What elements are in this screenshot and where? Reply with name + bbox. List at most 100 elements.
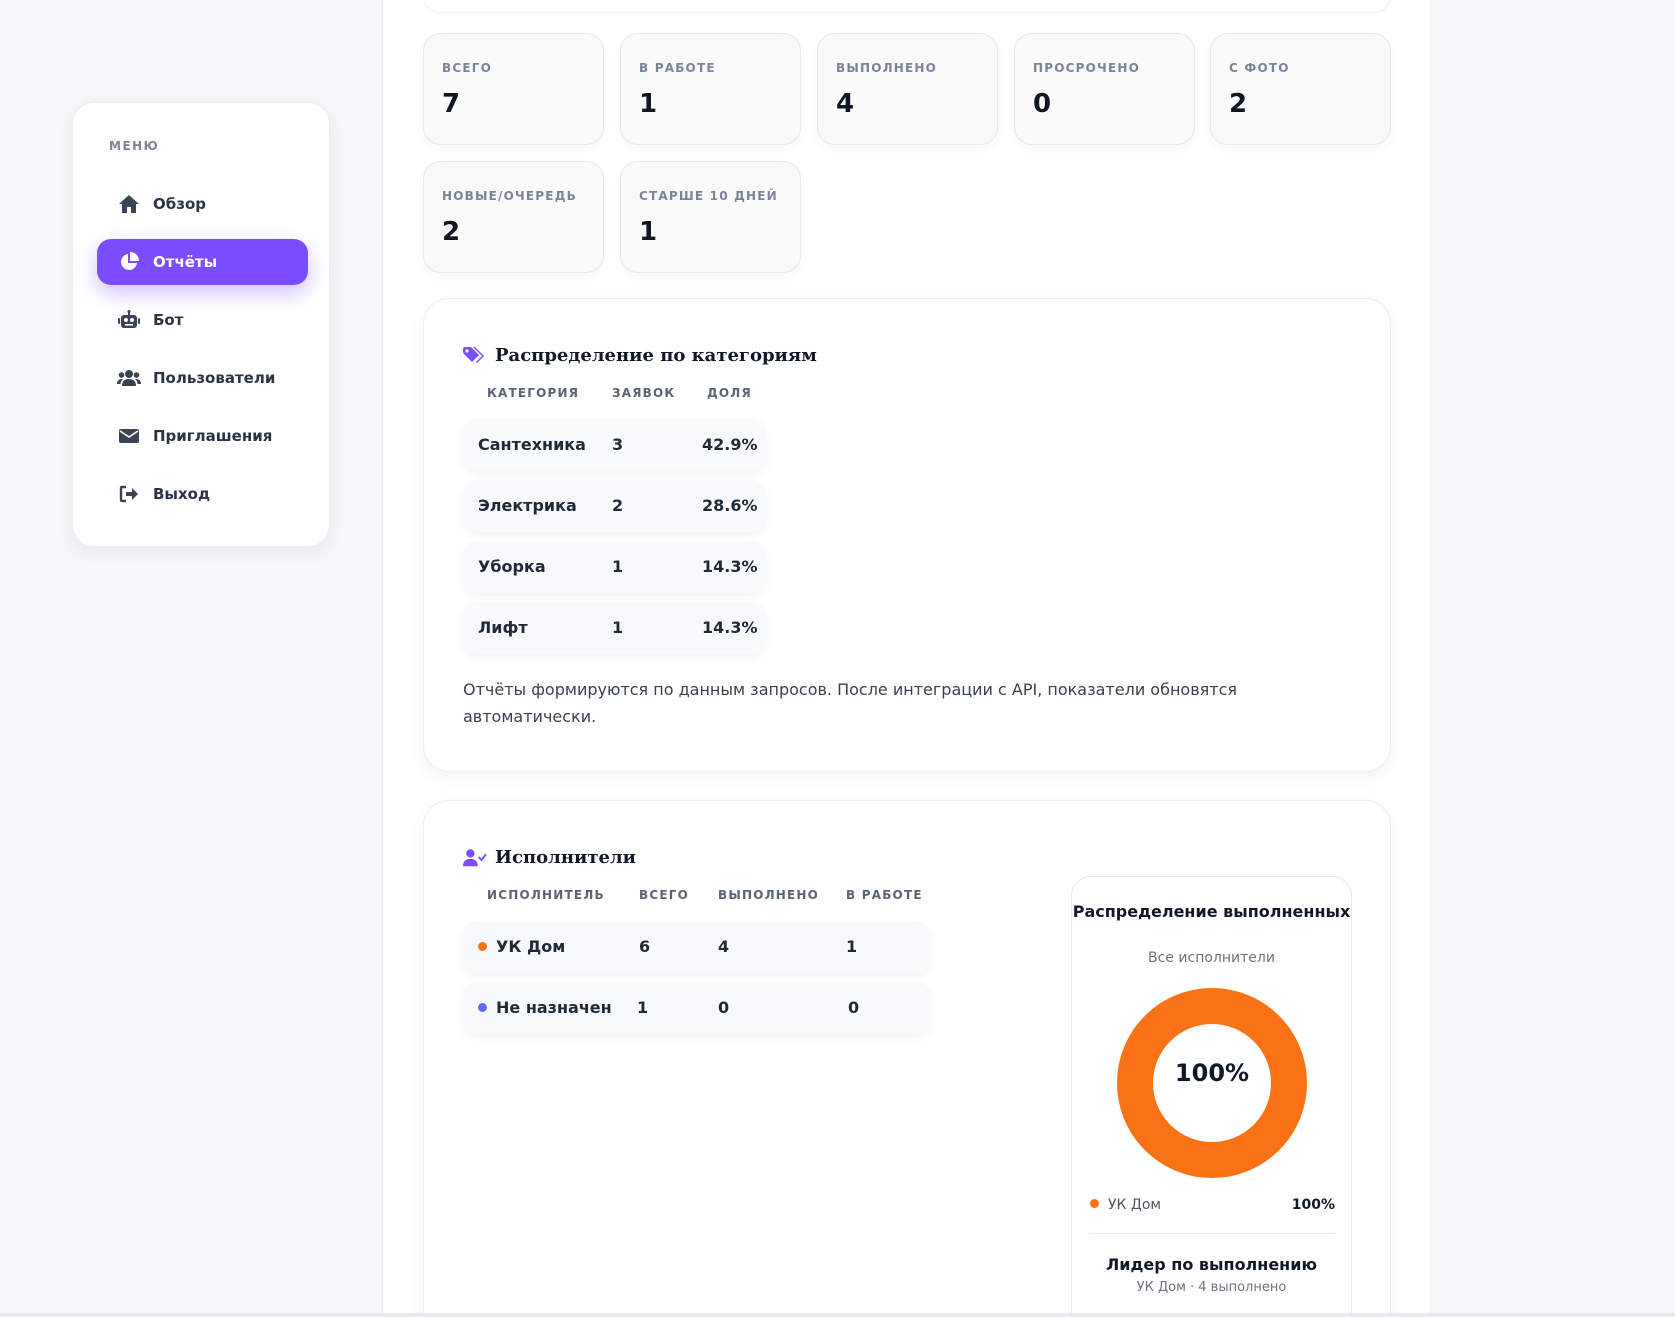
sidebar-item-bot[interactable]: Бот <box>97 297 308 343</box>
stat-label: В РАБОТЕ <box>639 61 716 75</box>
table-row: УК Дом 6 4 1 <box>463 921 931 973</box>
legend-value: 100% <box>1291 1197 1335 1213</box>
categories-title: Распределение по категориям <box>463 345 817 366</box>
column-header: ДОЛЯ <box>707 386 752 400</box>
table-row: Сантехника 3 42.9% <box>463 419 766 471</box>
donut-title: Распределение выполненных <box>1072 899 1351 924</box>
stat-value: 2 <box>1229 89 1248 119</box>
donut-title-text: Распределение выполненных <box>1072 902 1351 921</box>
sidebar-item-invites[interactable]: Приглашения <box>97 413 308 459</box>
category-name: Уборка <box>478 557 546 576</box>
donut-center-label: 100% <box>1174 1059 1250 1087</box>
table-row: Лифт 1 14.3% <box>463 602 766 654</box>
categories-card: Распределение по категориям КАТЕГОРИЯ ЗА… <box>423 298 1391 772</box>
executor-in-progress: 0 <box>848 998 860 1017</box>
sidebar-item-label: Приглашения <box>153 427 273 445</box>
executor-name-text: Не назначен <box>496 998 612 1017</box>
executor-name: Не назначен <box>478 998 612 1017</box>
donut-slice-uk-dom <box>1117 988 1307 1178</box>
stat-label: НОВЫЕ/ОЧЕРЕДЬ <box>442 189 577 203</box>
column-header: ВЫПОЛНЕНО <box>718 888 820 902</box>
stat-value: 4 <box>836 89 855 119</box>
status-dot <box>478 1003 487 1012</box>
legend-name: УК Дом <box>1108 1197 1161 1213</box>
executor-done: 4 <box>718 937 730 956</box>
donut-subtitle: Все исполнители <box>1148 950 1275 966</box>
stat-card-with-photo: С ФОТО 2 <box>1210 33 1391 145</box>
category-share: 28.6% <box>702 496 758 515</box>
stat-label: СТАРШЕ 10 ДНЕЙ <box>639 189 778 203</box>
column-header: КАТЕГОРИЯ <box>487 386 580 400</box>
table-row: Электрика 2 28.6% <box>463 480 766 532</box>
column-header: В РАБОТЕ <box>846 888 923 902</box>
logout-icon <box>117 483 141 505</box>
categories-title-text: Распределение по категориям <box>495 345 817 366</box>
sidebar-item-reports[interactable]: Отчёты <box>97 239 308 285</box>
sidebar-item-overview[interactable]: Обзор <box>97 181 308 227</box>
sidebar-item-label: Пользователи <box>153 369 276 387</box>
main-content: ВСЕГО 7 В РАБОТЕ 1 ВЫПОЛНЕНО 4 ПРОСРОЧЕН… <box>382 0 1431 1317</box>
donut-legend: УК Дом 100% <box>1090 1197 1335 1213</box>
stat-label: ВЫПОЛНЕНО <box>836 61 938 75</box>
stat-card-overdue: ПРОСРОЧЕНО 0 <box>1014 33 1195 145</box>
horizontal-scrollbar[interactable] <box>0 1313 1675 1317</box>
stat-card-in-progress: В РАБОТЕ 1 <box>620 33 801 145</box>
executor-done: 0 <box>718 998 730 1017</box>
robot-icon <box>117 309 141 331</box>
stat-label: ВСЕГО <box>442 61 492 75</box>
executors-title-text: Исполнители <box>495 847 637 868</box>
users-icon <box>117 367 141 389</box>
category-count: 2 <box>612 496 624 515</box>
executor-total: 6 <box>639 937 651 956</box>
completed-distribution-card: Распределение выполненных Все исполнител… <box>1071 876 1352 1317</box>
donut-chart <box>1117 988 1307 1178</box>
category-name: Сантехника <box>478 435 586 454</box>
table-row: Уборка 1 14.3% <box>463 541 766 593</box>
leader-title: Лидер по выполнению <box>1106 1255 1317 1274</box>
executor-name-text: УК Дом <box>496 937 566 956</box>
sidebar-item-label: Бот <box>153 311 184 329</box>
status-dot <box>478 942 487 951</box>
executor-name: УК Дом <box>478 937 565 956</box>
category-share: 14.3% <box>702 557 758 576</box>
envelope-icon <box>117 425 141 447</box>
executor-in-progress: 1 <box>846 937 858 956</box>
sidebar-item-label: Обзор <box>153 195 206 213</box>
pie-chart-icon <box>117 251 141 273</box>
stat-value: 1 <box>639 89 658 119</box>
sidebar: МЕНЮ Обзор Отчёты Бот Пользователи <box>72 102 330 547</box>
user-check-icon <box>463 848 487 868</box>
category-share: 42.9% <box>702 435 758 454</box>
sidebar-nav: Обзор Отчёты Бот Пользователи Приглашени… <box>97 181 308 529</box>
stat-label: ПРОСРОЧЕНО <box>1033 61 1140 75</box>
stat-card-new-queue: НОВЫЕ/ОЧЕРЕДЬ 2 <box>423 161 604 273</box>
legend-dot <box>1090 1199 1099 1208</box>
category-name: Электрика <box>478 496 577 515</box>
stat-card-done: ВЫПОЛНЕНО 4 <box>817 33 998 145</box>
divider <box>1090 1233 1335 1234</box>
stat-value: 2 <box>442 217 461 247</box>
stat-card-older-10-days: СТАРШЕ 10 ДНЕЙ 1 <box>620 161 801 273</box>
home-icon <box>117 193 141 215</box>
category-count: 1 <box>612 557 624 576</box>
stat-value: 7 <box>442 89 461 119</box>
sidebar-item-label: Отчёты <box>153 253 218 271</box>
executor-total: 1 <box>637 998 649 1017</box>
stat-label: С ФОТО <box>1229 61 1290 75</box>
sidebar-item-logout[interactable]: Выход <box>97 471 308 517</box>
stat-value: 0 <box>1033 89 1052 119</box>
category-count: 3 <box>612 435 624 454</box>
category-count: 1 <box>612 618 624 637</box>
table-row: Не назначен 1 0 0 <box>463 982 931 1034</box>
stat-value: 1 <box>639 217 658 247</box>
leader-subtitle: УК Дом · 4 выполнено <box>1136 1280 1287 1295</box>
category-name: Лифт <box>478 618 528 637</box>
tags-icon <box>463 346 487 366</box>
category-share: 14.3% <box>702 618 758 637</box>
sidebar-item-label: Выход <box>153 485 211 503</box>
column-header: ИСПОЛНИТЕЛЬ <box>487 888 605 902</box>
sidebar-item-users[interactable]: Пользователи <box>97 355 308 401</box>
menu-label: МЕНЮ <box>109 139 160 153</box>
stat-card-total: ВСЕГО 7 <box>423 33 604 145</box>
previous-card-edge <box>423 0 1391 13</box>
